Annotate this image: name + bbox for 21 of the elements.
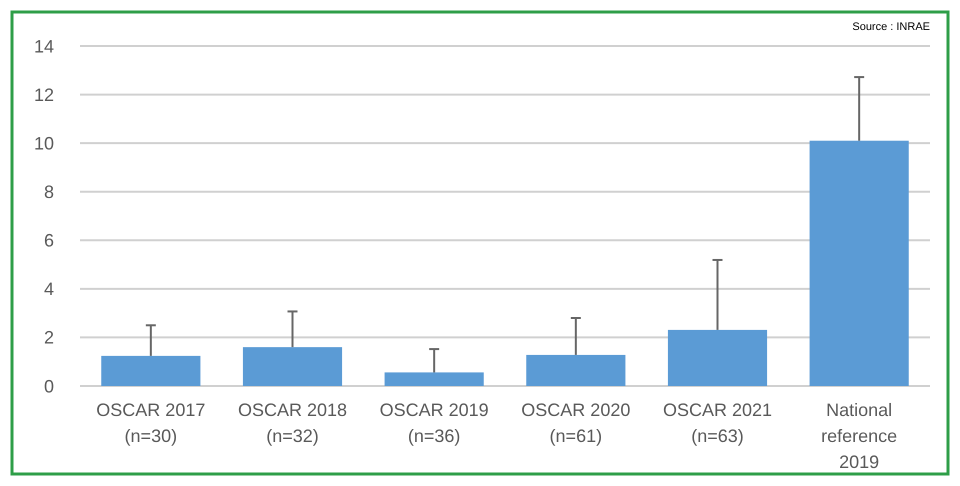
x-tick-label: National reference 2019	[821, 400, 898, 472]
x-tick-label: OSCAR 2019 (n=36)	[380, 400, 489, 446]
bar	[101, 356, 200, 386]
bar	[810, 140, 909, 386]
x-tick-label: OSCAR 2018 (n=32)	[238, 400, 348, 446]
x-tick-label: OSCAR 2021 (n=63)	[662, 400, 772, 446]
source-note: Source : INRAE	[852, 21, 930, 33]
bar	[526, 354, 626, 386]
bar	[668, 330, 768, 386]
y-tick-label: 14	[34, 36, 54, 56]
y-tick-label: 12	[34, 84, 54, 105]
y-tick-label: 4	[44, 279, 54, 300]
y-tick-label: 8	[44, 182, 54, 202]
x-tick-label: OSCAR 2017 (n=30)	[96, 400, 206, 446]
x-tick-label: OSCAR 2020 (n=61)	[521, 400, 630, 446]
y-tick-label: 10	[34, 133, 54, 154]
y-tick-label: 6	[44, 230, 54, 251]
bar	[242, 347, 342, 386]
y-tick-label: 2	[44, 328, 54, 348]
bar	[384, 372, 484, 386]
y-tick-label: 0	[44, 376, 54, 396]
